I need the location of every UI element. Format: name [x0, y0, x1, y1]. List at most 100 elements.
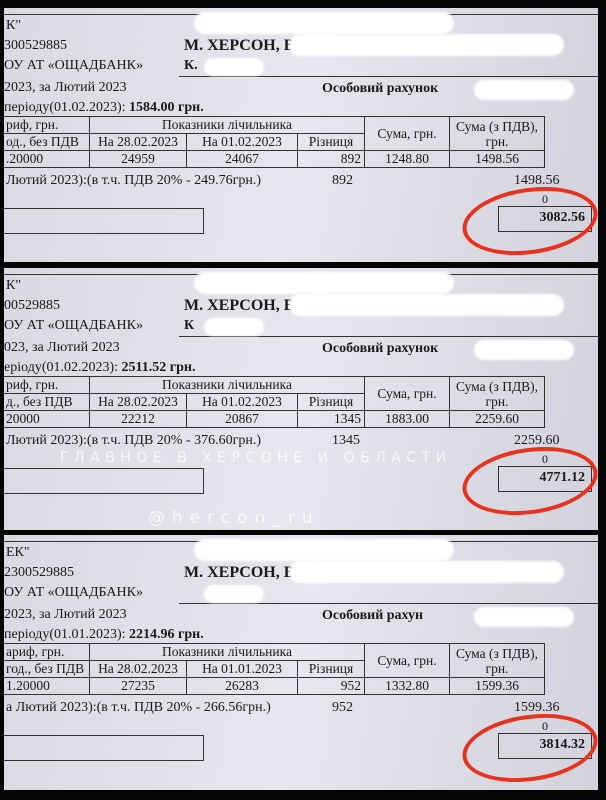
debt-value: 2214.96 грн.: [129, 627, 204, 642]
total-box: 3082.56: [498, 206, 592, 232]
total-amount: 3082.56: [539, 210, 586, 225]
meter-table: ариф, грн. Показники лічильника Сума, гр…: [4, 643, 545, 695]
th-date2: На 01.02.2023: [186, 393, 298, 411]
watermark-headline: ГЛАВНОЕ В ХЕРСОНЕ И ОБЛАСТИ: [60, 450, 452, 466]
cell-tariff: 20000: [4, 410, 90, 428]
summary-diff: 952: [332, 700, 353, 715]
redaction: [289, 294, 564, 316]
meter-table: риф, грн. Показники лічильника Сума, грн…: [4, 376, 545, 428]
address: М. ХЕРСОН, ВУЛ.: [184, 37, 319, 54]
account-label: Особовий рахунок: [322, 81, 439, 96]
empty-field-box: [4, 208, 204, 234]
th-tariff: риф, грн.: [4, 376, 90, 394]
opening-debt: періоду(01.02.2023): 1584.00 грн.: [4, 100, 204, 116]
table-row: 20000 22212 20867 1345 1883.00 2259.60: [4, 410, 545, 428]
zero-value: 0: [542, 452, 548, 466]
th-diff: Різниця: [297, 660, 365, 678]
bank-name: ОУ АТ «ОЩАДБАНК»: [4, 318, 143, 333]
cell-sum-vat: 2259.60: [449, 410, 545, 428]
th-date1: На 28.02.2023: [89, 133, 187, 151]
zero-value: 0: [542, 719, 548, 733]
total-amount: 3814.32: [539, 737, 586, 752]
redaction: [204, 318, 264, 336]
red-circle-annotation: [458, 438, 598, 524]
cell-sum-vat: 1599.36: [449, 677, 545, 695]
th-diff: Різниця: [297, 133, 365, 151]
billing-period: 023, за Лютий 2023: [4, 340, 120, 355]
summary-sum-vat: 1498.56: [514, 173, 560, 188]
empty-field-box: [4, 735, 204, 761]
cell-reading2: 20867: [186, 410, 298, 428]
opening-debt: еріоду(01.02.2023): 2511.52 грн.: [4, 360, 195, 376]
account-label: Особовий рахун: [322, 608, 424, 623]
zero-value: 0: [542, 192, 548, 206]
red-circle-annotation: [458, 178, 598, 262]
th-sum: Сума, грн.: [364, 643, 450, 678]
th-date2: На 01.02.2023: [186, 133, 298, 151]
th-tariff: ариф, грн.: [4, 643, 90, 661]
cell-sum: 1883.00: [364, 410, 450, 428]
th-sum: Сума, грн.: [364, 116, 450, 151]
cell-reading1: 22212: [89, 410, 187, 428]
bank-name: ОУ АТ «ОЩАДБАНК»: [4, 585, 143, 600]
header-fragment: ЕК": [6, 545, 30, 560]
table-row: 1.20000 27235 26283 952 1332.80 1599.36: [4, 677, 545, 695]
bank-name: ОУ АТ «ОЩАДБАНК»: [4, 58, 143, 73]
cell-reading1: 24959: [89, 150, 187, 168]
cell-reading2: 26283: [186, 677, 298, 695]
cell-diff: 892: [297, 150, 365, 168]
watermark-handle: @hercon_ru: [148, 508, 320, 528]
summary-label: а Лютий 2023):(в т.ч. ПДВ 20% - 266.56гр…: [6, 700, 271, 715]
redaction: [204, 58, 264, 76]
th-meter: Показники лічильника: [89, 376, 365, 394]
summary-label: Лютий 2023):(в т.ч. ПДВ 20% - 376.60грн.…: [6, 433, 262, 448]
redaction: [194, 539, 454, 561]
address-rule: [179, 76, 598, 77]
summary-sum-vat: 2259.60: [514, 433, 560, 448]
summary-diff: 892: [332, 173, 353, 188]
header-fragment: К": [6, 278, 22, 293]
empty-field-box: [4, 468, 204, 494]
th-tariff-unit: год., без ПДВ: [4, 660, 90, 678]
debt-value: 1584.00 грн.: [129, 100, 204, 115]
debt-value: 2511.52 грн.: [121, 360, 196, 375]
cell-sum-vat: 1498.56: [449, 150, 545, 168]
cell-sum: 1332.80: [364, 677, 450, 695]
debt-label: еріоду(01.02.2023):: [4, 360, 119, 375]
redaction: [474, 80, 574, 100]
account-label: Особовий рахунок: [322, 341, 439, 356]
table-row: .20000 24959 24067 892 1248.80 1498.56: [4, 150, 545, 168]
address-line2: К.: [184, 58, 198, 73]
th-sum-vat: Сума (з ПДВ), грн.: [449, 116, 545, 151]
red-circle-annotation: [458, 705, 598, 790]
header-fragment: К": [6, 18, 22, 33]
opening-debt: періоду(01.01.2023): 2214.96 грн.: [4, 627, 204, 643]
total-box: 4771.12: [498, 466, 592, 492]
cell-tariff: 1.20000: [4, 677, 90, 695]
billing-period: 2023, за Лютий 2023: [4, 607, 127, 622]
th-tariff-unit: д., без ПДВ: [4, 393, 90, 411]
company-code: 300529885: [4, 38, 67, 53]
th-tariff: риф, грн.: [4, 116, 90, 134]
debt-label: періоду(01.01.2023):: [4, 627, 126, 642]
th-sum-vat: Сума (з ПДВ), грн.: [449, 643, 545, 678]
th-date1: На 28.02.2023: [89, 393, 187, 411]
address-rule: [179, 603, 598, 604]
redaction: [289, 34, 564, 56]
bill-2: К" 00529885 ОУ АТ «ОЩАДБАНК» М. ХЕРСОН, …: [4, 268, 598, 530]
billing-period: 2023, за Лютий 2023: [4, 80, 127, 95]
company-code: 00529885: [4, 298, 60, 313]
th-date1: На 28.02.2023: [89, 660, 187, 678]
summary-label: Лютий 2023):(в т.ч. ПДВ 20% - 249.76грн.…: [6, 173, 262, 188]
th-date2: На 01.01.2023: [186, 660, 298, 678]
address-rule: [179, 336, 598, 337]
redaction: [474, 340, 574, 360]
th-meter: Показники лічильника: [89, 116, 365, 134]
summary-sum-vat: 1599.36: [514, 700, 560, 715]
redaction: [194, 272, 454, 294]
cell-reading2: 24067: [186, 150, 298, 168]
address-line2: К: [184, 318, 195, 333]
company-code: 2300529885: [4, 565, 74, 580]
th-tariff-unit: од., без ПДВ: [4, 133, 90, 151]
